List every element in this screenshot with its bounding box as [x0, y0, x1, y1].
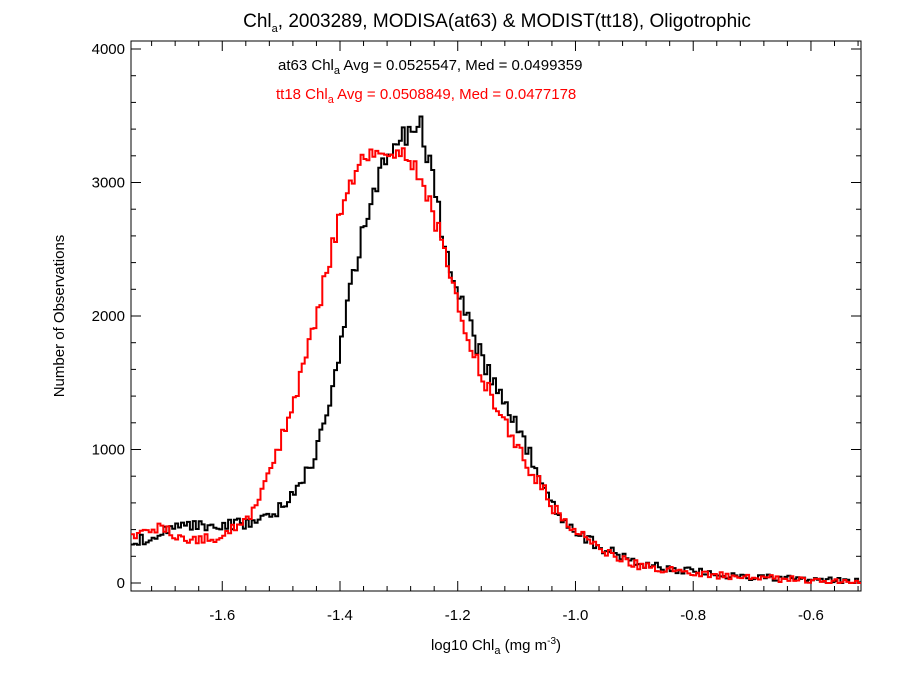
plot-frame: [130, 40, 862, 592]
axis-ticks: [131, 41, 861, 591]
x-tick-label: -1.4: [327, 607, 353, 624]
series-group: [131, 115, 861, 584]
x-axis-label: log10 Chla (mg m-3): [431, 636, 561, 657]
tick-labels: -1.6 -1.4 -1.2 -1.0 -0.8 -0.6 0 1000 2000 3000 400…: [92, 41, 824, 624]
histogram-series-0: [131, 115, 861, 584]
y-tick-label: 1000: [92, 441, 125, 458]
y-tick-label: 3000: [92, 175, 125, 192]
x-tick-label: -1.6: [209, 607, 235, 624]
x-tick-label: -1.0: [563, 607, 589, 624]
y-tick-label: 0: [117, 575, 125, 592]
chart-title: Chla, 2003289, MODISA(at63) & MODIST(tt1…: [243, 11, 751, 35]
y-axis-label: Number of Observations: [51, 235, 68, 398]
y-tick-label: 4000: [92, 41, 125, 58]
x-tick-label: -1.2: [445, 607, 471, 624]
y-tick-label: 2000: [92, 308, 125, 325]
x-tick-label: -0.6: [798, 607, 824, 624]
histogram-series-1: [131, 147, 861, 584]
x-tick-label: -0.8: [680, 607, 706, 624]
annotation-at63: at63 Chla Avg = 0.0525547, Med = 0.04993…: [278, 57, 582, 77]
annotation-tt18: tt18 Chla Avg = 0.0508849, Med = 0.04771…: [276, 86, 576, 106]
